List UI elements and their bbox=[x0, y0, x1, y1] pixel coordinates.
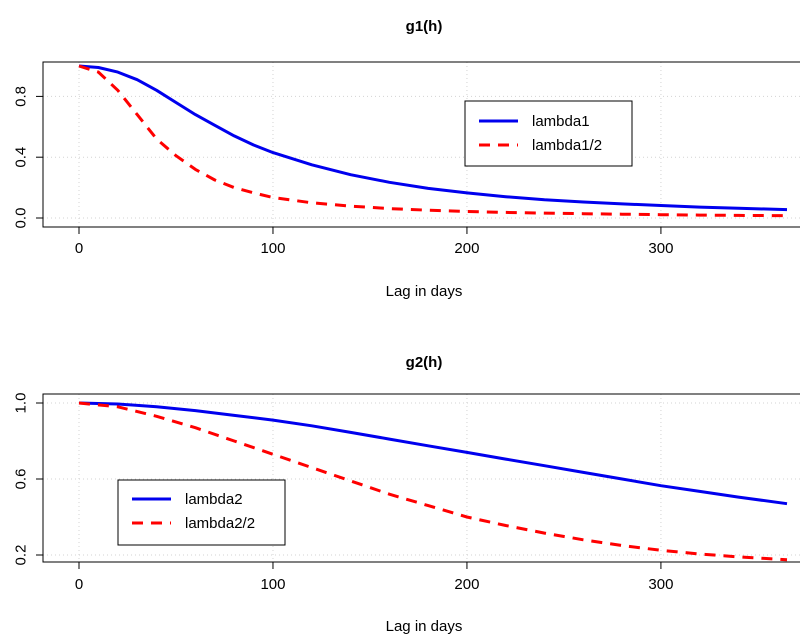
chart-panel-g1: g1(h) 0 100 200 300 0.0 0.4 0.8 Lag in days l… bbox=[13, 18, 800, 300]
x-tick-label: 300 bbox=[648, 240, 673, 257]
y-tick-label: 0.8 bbox=[13, 86, 30, 107]
series-line-lambda1 bbox=[78, 64, 788, 212]
plot-frame bbox=[42, 393, 800, 563]
x-tick-label: 0 bbox=[75, 576, 83, 593]
x-axis: 0 100 200 300 bbox=[75, 227, 673, 257]
legend-box bbox=[117, 479, 286, 546]
legend-label-lambda1: lambda1 bbox=[532, 113, 590, 130]
legend-label-lambda2-half: lambda2/2 bbox=[185, 515, 255, 532]
x-tick-label: 100 bbox=[260, 576, 285, 593]
x-axis: 0 100 200 300 bbox=[75, 562, 673, 593]
x-tick-label: 300 bbox=[648, 576, 673, 593]
series-line-lambda2-2 bbox=[78, 401, 788, 562]
y-tick-label: 0.4 bbox=[13, 147, 30, 168]
chart-title: g2(h) bbox=[406, 354, 443, 371]
chart-panel-g2: g2(h) 0 100 200 300 0.2 0.6 1.0 Lag in days l… bbox=[13, 354, 800, 634]
grid bbox=[43, 62, 800, 227]
plot-frame bbox=[42, 61, 800, 228]
series-line-lambda2 bbox=[78, 401, 788, 506]
x-axis-label: Lag in days bbox=[386, 283, 463, 300]
x-tick-label: 100 bbox=[260, 240, 285, 257]
y-tick-label: 0.0 bbox=[13, 208, 30, 229]
series-lines bbox=[78, 64, 788, 218]
y-tick-label: 0.2 bbox=[13, 545, 30, 566]
legend-label-lambda1-half: lambda1/2 bbox=[532, 137, 602, 154]
chart-title: g1(h) bbox=[406, 18, 443, 35]
y-tick-label: 0.6 bbox=[13, 469, 30, 490]
series-line-lambda1-2 bbox=[78, 64, 788, 218]
legend-label-lambda2: lambda2 bbox=[185, 491, 243, 508]
legend: lambda1 lambda1/2 bbox=[464, 100, 633, 167]
x-tick-label: 200 bbox=[454, 240, 479, 257]
y-axis: 0.0 0.4 0.8 bbox=[13, 86, 43, 229]
x-tick-label: 200 bbox=[454, 576, 479, 593]
x-axis-label: Lag in days bbox=[386, 618, 463, 634]
series-lines bbox=[78, 401, 788, 562]
y-tick-label: 1.0 bbox=[13, 393, 30, 414]
y-axis: 0.2 0.6 1.0 bbox=[13, 393, 43, 566]
x-tick-label: 0 bbox=[75, 240, 83, 257]
grid bbox=[43, 394, 800, 562]
legend-box bbox=[464, 100, 633, 167]
legend: lambda2 lambda2/2 bbox=[117, 479, 286, 546]
